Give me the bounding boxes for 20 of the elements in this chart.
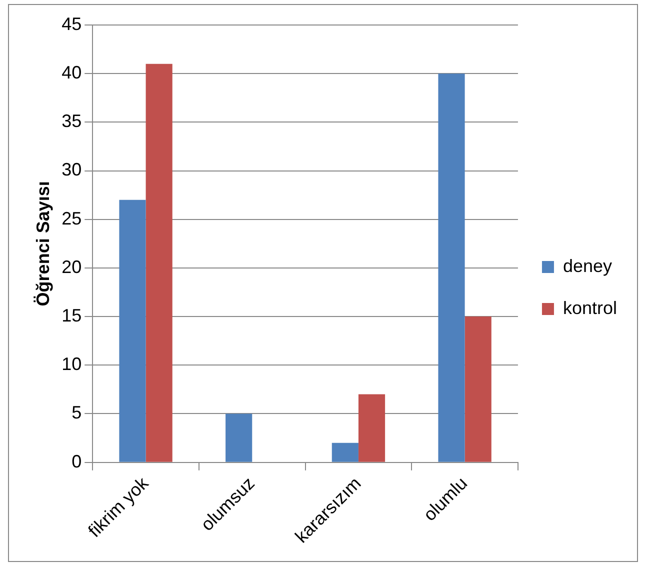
y-tick-label: 15 [62, 306, 82, 326]
y-tick-label: 45 [62, 14, 82, 34]
y-tick-label: 0 [72, 451, 82, 472]
bar [119, 200, 146, 462]
legend-label: kontrol [562, 298, 618, 318]
y-tick-label: 20 [62, 256, 82, 277]
y-tick-label: 25 [62, 208, 82, 228]
bar [358, 394, 386, 462]
y-axis-title: Öğrenci Sayısı [32, 181, 53, 306]
y-tick-label: 5 [72, 402, 82, 423]
legend-label: deney [562, 256, 612, 276]
bar [438, 74, 465, 462]
y-tick-label: 40 [62, 62, 82, 83]
y-tick-label: 35 [62, 111, 82, 132]
bar [464, 316, 492, 462]
bar [146, 64, 172, 462]
y-tick-label: 10 [62, 354, 82, 374]
bar [332, 442, 358, 462]
bar [226, 414, 252, 462]
y-tick-label: 30 [62, 160, 82, 180]
